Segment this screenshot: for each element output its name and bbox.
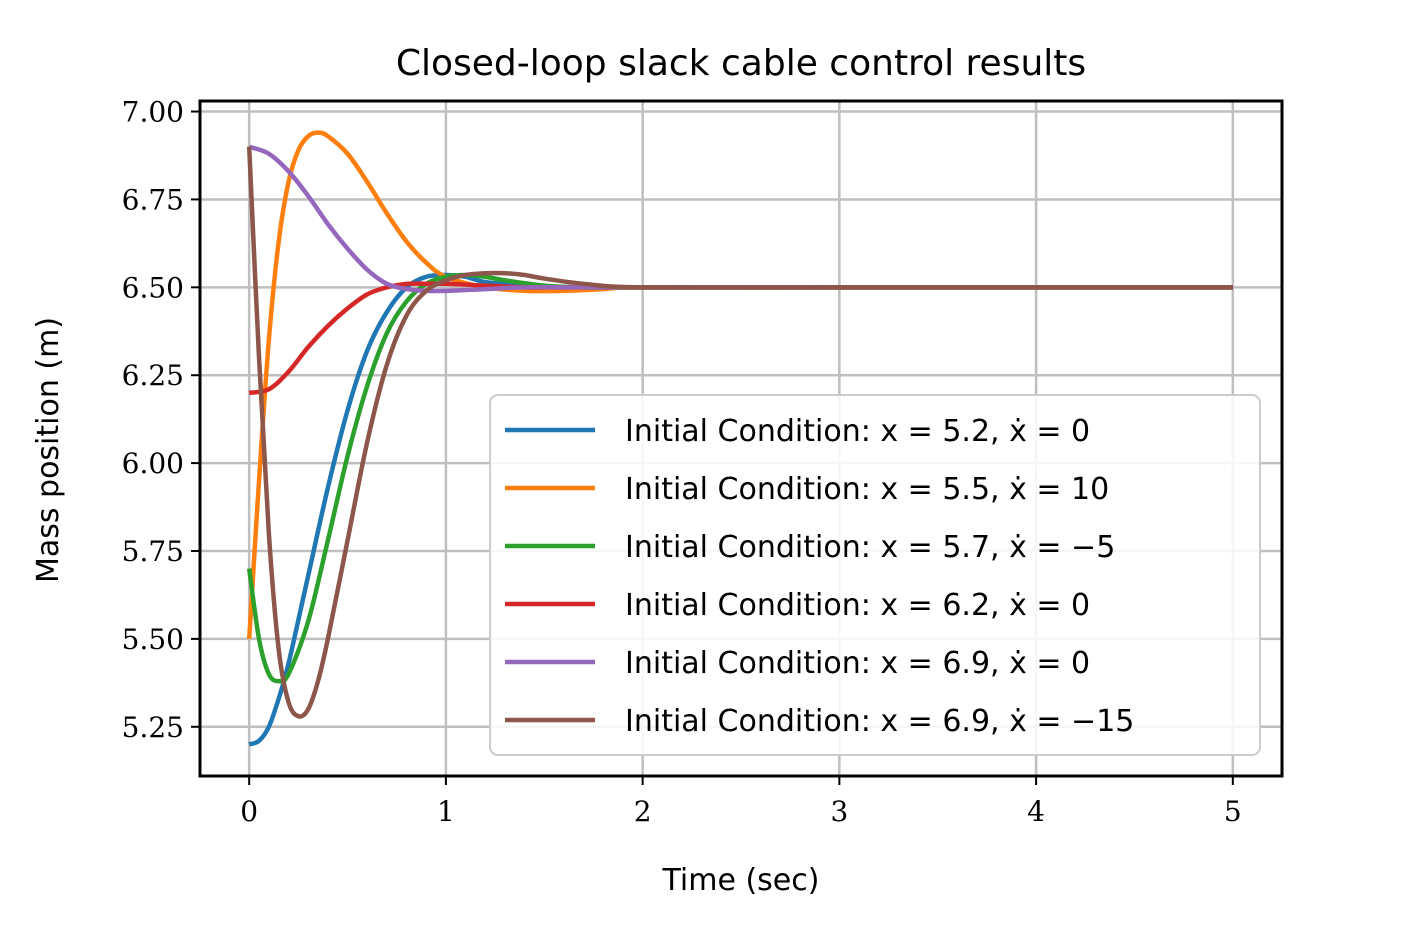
legend: Initial Condition: x = 5.2, ẋ = 0 Initial… [489, 394, 1261, 756]
legend-box [489, 394, 1261, 756]
x-tick-label: 3 [830, 795, 848, 828]
y-axis-ticks: 5.25 5.50 5.75 6.00 6.25 6.50 6.75 7.00 [122, 96, 200, 744]
y-tick-label: 6.50 [122, 271, 184, 304]
x-tick-label: 5 [1224, 795, 1242, 828]
series-line-5 [248, 144, 1233, 294]
legend-label-4: Initial Condition: x = 6.2, ẋ = 0 [625, 588, 1090, 623]
y-tick-label: 6.00 [122, 447, 184, 480]
chart-title: Closed-loop slack cable control results [396, 43, 1086, 84]
x-axis-label: Time (sec) [662, 863, 820, 898]
legend-label-1: Initial Condition: x = 5.2, ẋ = 0 [625, 414, 1090, 449]
legend-label-6: Initial Condition: x = 6.9, ẋ = −15 [625, 704, 1134, 739]
y-tick-label: 6.25 [122, 359, 184, 392]
y-tick-label: 5.75 [122, 535, 184, 568]
y-tick-label: 5.25 [122, 711, 184, 744]
series-group [246, 130, 1233, 747]
x-tick-label: 0 [240, 795, 258, 828]
series-line-6 [246, 146, 1233, 719]
plot-frame [198, 99, 1284, 778]
y-tick-label: 7.00 [122, 96, 184, 129]
y-tick-label: 6.75 [122, 183, 184, 216]
x-tick-label: 1 [437, 795, 455, 828]
x-axis-ticks: 0 1 2 3 4 5 [240, 776, 1242, 828]
y-tick-label: 5.50 [122, 623, 184, 656]
legend-label-2: Initial Condition: x = 5.5, ẋ = 10 [625, 472, 1109, 507]
legend-label-5: Initial Condition: x = 6.9, ẋ = 0 [625, 646, 1090, 681]
x-tick-label: 4 [1027, 795, 1045, 828]
y-axis-label: Mass position (m) [31, 317, 66, 583]
x-tick-label: 2 [634, 795, 652, 828]
legend-label-3: Initial Condition: x = 5.7, ẋ = −5 [625, 530, 1115, 565]
